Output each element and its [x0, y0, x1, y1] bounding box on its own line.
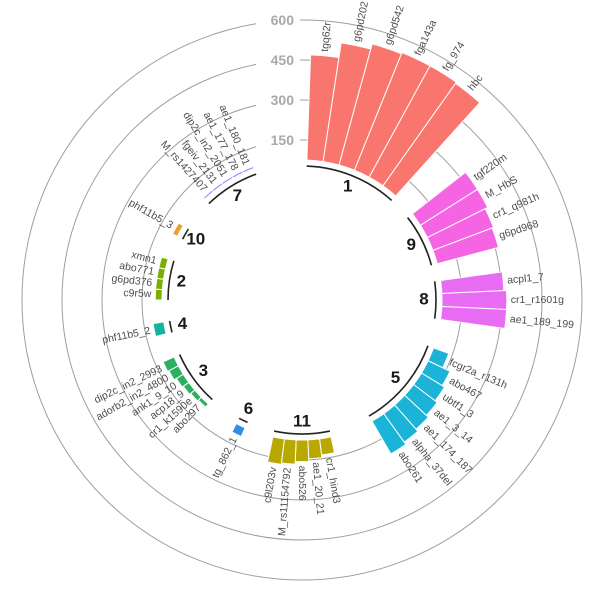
bar-label: abo526 — [296, 466, 308, 501]
group-number: 9 — [406, 235, 415, 254]
grid-ring — [61, 59, 543, 541]
bar-fg_974 — [368, 65, 458, 187]
group-arcs-layer — [167, 165, 437, 435]
bar-ae1_20_21 — [307, 438, 323, 460]
bar-phf11b5_3 — [171, 222, 184, 238]
bar-dip2c_in2_2051 — [220, 175, 234, 186]
bar-abo526 — [294, 439, 310, 463]
bar-fgeiv_2131 — [211, 182, 224, 193]
bar-M_HbS — [419, 188, 489, 239]
tick-label-background — [256, 52, 300, 69]
group-number: 6 — [244, 399, 253, 418]
group-arc — [178, 354, 213, 401]
group-numbers-layer: 1 9 8 5 11 6 3 4 2 10 7 — [177, 176, 429, 430]
bar-label: phf11b5_3 — [127, 197, 176, 232]
bar-label: M_rs11154792 — [276, 467, 294, 536]
group-arc — [433, 281, 437, 319]
bar-acpl1_7 — [440, 271, 505, 295]
bar-label: tgq62r — [319, 21, 334, 52]
bar-c9r5w — [154, 288, 163, 301]
radial-tick-label: 150 — [271, 132, 295, 148]
bar-label: g6pd542 — [382, 4, 407, 47]
group-arc — [273, 430, 331, 435]
group-number: 5 — [391, 368, 400, 387]
group-number: 1 — [343, 176, 352, 195]
bar-phf11b5_2 — [152, 321, 167, 338]
group-number: 3 — [199, 361, 208, 380]
group-number: 7 — [233, 186, 242, 205]
group-number: 8 — [419, 289, 428, 308]
bar-label: fg_974 — [440, 40, 467, 74]
bar-xmn1 — [158, 256, 169, 270]
bar-hbc — [382, 82, 481, 197]
tick-label-background — [256, 12, 300, 29]
group-arc — [368, 345, 429, 417]
bar-label: cr1_r1601g — [511, 294, 564, 306]
group-arc — [406, 217, 433, 266]
group-arc — [181, 228, 190, 240]
bar-label: g6pd202 — [351, 0, 371, 43]
bar-label: cr1_hind3 — [323, 457, 343, 505]
bar-M_rs1427407 — [202, 189, 215, 200]
bars-layer — [152, 42, 508, 465]
group-arc — [167, 260, 175, 301]
bar-label: tg_862_1 — [210, 435, 240, 480]
tick-label-background — [256, 92, 300, 109]
radial-tick-label: 600 — [271, 12, 295, 28]
bar-ae1_189_199 — [440, 305, 508, 330]
radial-tick-label: 300 — [271, 92, 295, 108]
group-arc — [168, 320, 173, 333]
bar-cr1_hind3 — [318, 436, 336, 456]
bar-abo771 — [156, 267, 167, 280]
grid-ring — [21, 19, 583, 581]
bar-label: acpl1_7 — [507, 271, 545, 286]
bar-label: ae1_189_199 — [509, 313, 574, 331]
bar-g6pd376 — [155, 277, 165, 291]
group-arc — [208, 173, 257, 205]
bar-abo261 — [371, 412, 407, 455]
radial-ticks-layer: 150 300 450 600 — [256, 12, 300, 149]
bar-label: c9r5w — [123, 287, 152, 300]
group-number: 11 — [293, 411, 311, 430]
tick-label-background — [256, 132, 300, 149]
group-arc — [238, 417, 248, 424]
group-number: 2 — [177, 271, 186, 290]
group-number: 10 — [186, 229, 205, 248]
group-arc — [306, 165, 393, 202]
bar-dip2c_in2_2993 — [162, 356, 180, 373]
bar-cr1_q981h — [426, 207, 495, 252]
bar-g6pd968 — [432, 227, 500, 265]
bar-label: fga143a — [412, 18, 439, 58]
bar-ae1_177_178 — [231, 170, 244, 179]
bar-label: ae1_20_21 — [310, 462, 326, 516]
group-number: 4 — [178, 314, 188, 333]
bar-ae1_180_181 — [241, 165, 255, 174]
bar-label: phf11b5_2 — [101, 325, 151, 347]
bar-label: g6pd376 — [111, 273, 153, 289]
bar-c9l203v — [266, 436, 286, 465]
bar-tg_862_1 — [231, 422, 246, 438]
radial-tick-label: 450 — [271, 52, 295, 68]
